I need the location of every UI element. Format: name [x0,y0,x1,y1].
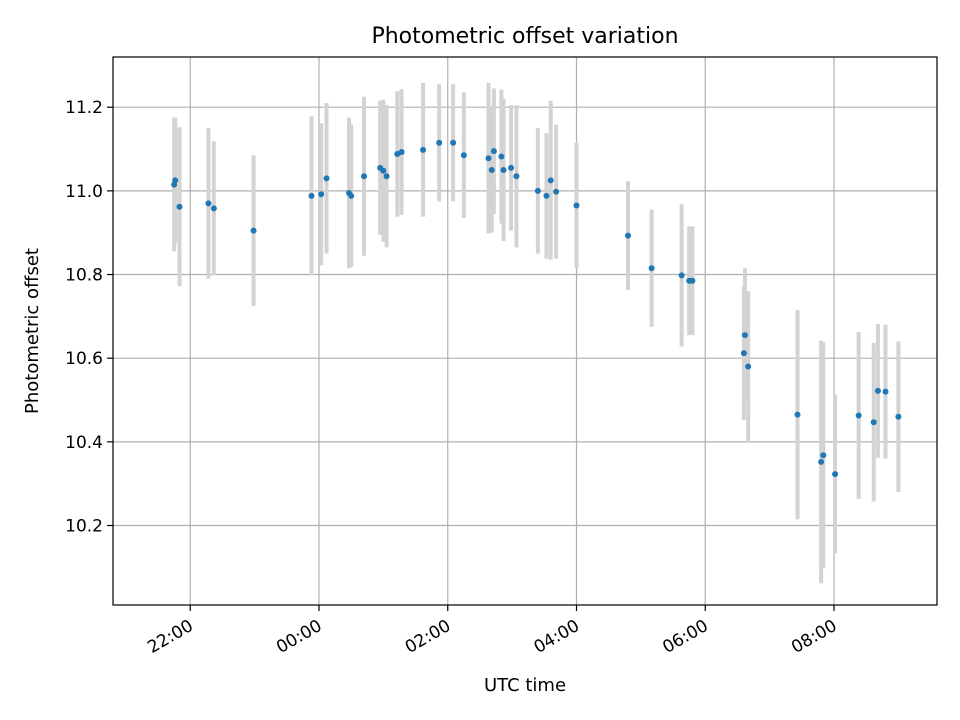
data-point [648,265,655,272]
y-tick-label: 10.8 [65,266,103,286]
data-point [547,177,554,184]
data-point [689,277,696,284]
data-point [573,202,580,209]
data-point [488,166,495,173]
data-point [855,412,862,419]
data-point [383,173,390,180]
data-point [870,419,877,426]
data-point [498,153,505,160]
data-point [534,187,541,194]
data-point [308,192,315,199]
data-points [171,139,902,478]
y-tick-label: 10.4 [65,433,103,453]
data-point [818,458,825,465]
y-tick-label: 10.6 [65,349,103,369]
y-tick-label: 10.2 [65,517,103,537]
data-point [172,177,179,184]
y-tick-label: 11.2 [65,98,103,118]
data-point [348,192,355,199]
data-point [513,173,520,180]
data-point [895,413,902,420]
data-point [625,232,631,239]
data-point [205,200,212,207]
data-point [250,227,257,234]
data-point [543,192,550,199]
data-point [380,167,387,174]
data-point [820,452,827,459]
y-axis-label: Photometric offset [22,248,43,414]
data-point [832,471,839,478]
data-point [553,188,560,195]
data-point [678,272,685,279]
data-point [450,139,457,146]
data-point [176,203,183,210]
data-point [398,148,405,155]
data-point [874,387,881,394]
data-point [420,146,427,153]
data-point [745,363,752,370]
grid [113,57,937,605]
data-point [460,152,467,159]
chart-title: Photometric offset variation [371,24,678,49]
data-point [794,411,801,418]
y-tick-label: 11.0 [65,182,103,202]
data-point [508,164,515,171]
data-point [323,175,330,182]
y-axis-ticks: 10.2 10.4 10.6 10.8 11.0 11.2 [65,98,113,537]
data-point [318,191,325,198]
data-point [210,205,217,212]
data-point [490,148,497,155]
data-point [882,388,889,395]
data-point [741,332,748,339]
x-axis-label: UTC time [484,675,566,696]
data-point [361,173,368,180]
data-point [740,350,747,357]
data-point [500,166,507,173]
plot-frame [112,56,938,606]
data-point [436,139,443,146]
data-point [485,155,492,162]
